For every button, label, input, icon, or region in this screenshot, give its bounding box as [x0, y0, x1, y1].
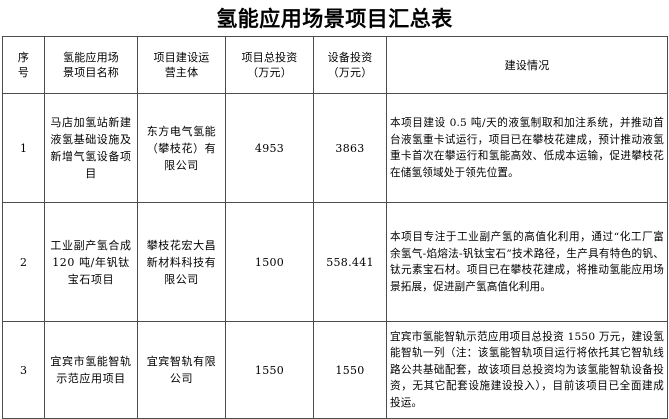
cell-project-name: 工业副产氢合成 120 吨/年钒钛宝石项目 [44, 202, 138, 322]
cell-entity: 攀枝花宏大昌新材料科技有限公司 [137, 202, 226, 322]
table-row: 1 马店加氢站新建液氢基础设施及新增气氢设备项目 东方电气氢能（攀枝花）有限公司… [2, 93, 668, 203]
column-header-index: 序 号 [2, 36, 45, 94]
cell-construction-status: 本项目建设 0.5 吨/天的液氢制取和加注系统，并推动首台液氢重卡试运行，项目已… [386, 93, 668, 203]
column-header-total-investment: 项目总投资 （万元） [225, 36, 314, 94]
table-row: 3 宜宾市氢能智轨示范应用项目 宜宾智轨有限公司 1550 1550 宜宾市氢能… [2, 321, 668, 419]
document-page: 氢能应用场景项目汇总表 序 号 [2, 6, 668, 419]
cell-equipment-investment: 1550 [313, 321, 387, 419]
column-header-entity-line-2: 营主体 [164, 66, 199, 79]
cell-equipment-investment: 3863 [313, 93, 387, 203]
cell-entity: 宜宾智轨有限公司 [137, 321, 226, 419]
column-header-construction-status: 建设情况 [386, 36, 668, 94]
column-header-entity-line-1: 项目建设运 [153, 51, 210, 64]
cell-index: 3 [2, 321, 45, 419]
table-header-row: 序 号 氢能应用场 景项目名称 项目建设运 营主体 [2, 36, 668, 94]
column-header-equipment-investment-line-2: （万元） [327, 66, 373, 79]
table-row: 2 工业副产氢合成 120 吨/年钒钛宝石项目 攀枝花宏大昌新材料科技有限公司 … [2, 202, 668, 322]
table-container: 序 号 氢能应用场 景项目名称 项目建设运 营主体 [0, 36, 669, 419]
table-header: 序 号 氢能应用场 景项目名称 项目建设运 营主体 [2, 36, 668, 94]
column-header-entity: 项目建设运 营主体 [137, 36, 226, 94]
cell-construction-status: 本项目专注于工业副产氢的高值化利用，通过“化工厂富余氢气-焰熔法-钒钛宝石”技术… [386, 202, 668, 322]
column-header-project-name-line-1: 氢能应用场 [63, 51, 119, 64]
column-header-construction-status-line-1: 建设情况 [504, 58, 550, 72]
column-header-total-investment-line-2: （万元） [247, 66, 292, 79]
cell-construction-status: 宜宾市氢能智轨示范应用项目总投资 1550 万元，建设氢能智轨一列（注：该氢能智… [386, 321, 668, 419]
table-body: 1 马店加氢站新建液氢基础设施及新增气氢设备项目 东方电气氢能（攀枝花）有限公司… [2, 93, 668, 419]
column-header-equipment-investment-line-1: 设备投资 [327, 51, 373, 64]
cell-total-investment: 1500 [225, 202, 314, 322]
column-header-project-name-line-2: 景项目名称 [63, 66, 119, 79]
column-header-project-name: 氢能应用场 景项目名称 [44, 36, 138, 94]
cell-total-investment: 4953 [225, 93, 314, 203]
page-title: 氢能应用场景项目汇总表 [216, 6, 453, 31]
cell-entity: 东方电气氢能（攀枝花）有限公司 [137, 93, 226, 203]
column-header-index-line-1: 序 [17, 51, 30, 64]
cell-project-name: 宜宾市氢能智轨示范应用项目 [44, 321, 138, 419]
cell-total-investment: 1550 [225, 321, 314, 419]
cell-project-name: 马店加氢站新建液氢基础设施及新增气氢设备项目 [44, 93, 138, 203]
column-header-index-line-2: 号 [17, 66, 30, 79]
column-header-equipment-investment: 设备投资 （万元） [313, 36, 387, 94]
cell-equipment-investment: 558.441 [313, 202, 387, 322]
column-header-total-investment-line-1: 项目总投资 [241, 51, 298, 64]
project-summary-table: 序 号 氢能应用场 景项目名称 项目建设运 营主体 [2, 36, 668, 419]
cell-index: 1 [2, 93, 45, 203]
cell-index: 2 [2, 202, 45, 322]
